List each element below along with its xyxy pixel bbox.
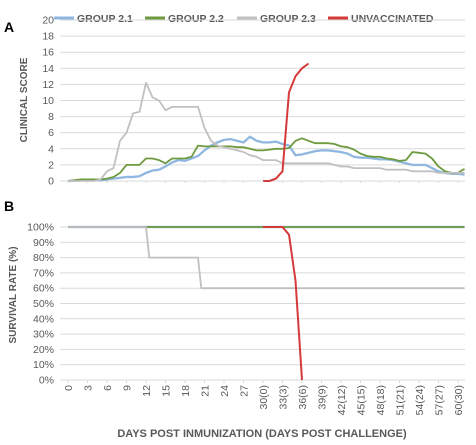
panel-b-line-unvaccinated — [263, 226, 303, 381]
panel-b-line-group_2_3 — [68, 226, 465, 290]
legend-group-2-1-label: GROUP 2.1 — [77, 13, 133, 25]
panel-a-line-group_2_1 — [67, 135, 465, 182]
panel-b-xtick-label: 30(0) — [258, 385, 270, 410]
x-axis-title: DAYS POST INMUNIZATION (DAYS POST CHALLE… — [117, 428, 407, 440]
panel-b-xtick-label: 60(30) — [453, 385, 465, 415]
panel-a-ytick-label: 2 — [48, 159, 54, 171]
panel-a-line-group_2_2 — [67, 137, 465, 182]
panel-a-ytick-label: 18 — [42, 31, 54, 43]
panel-a-ylabel: CLINICAL SCORE — [19, 57, 30, 142]
panel-b-ytick-label: 50% — [33, 298, 54, 310]
panel-a-plot — [67, 62, 465, 183]
panel-a-line-group_2_3 — [68, 81, 465, 182]
panel-a-ytick-label: 10 — [42, 95, 54, 107]
panel-a-line-group_2_1-shadow — [67, 135, 465, 183]
panel-b-xtick-label: 33(3) — [278, 385, 290, 410]
panel-b-xtick-label: 9 — [122, 385, 134, 391]
legend-group-2-3-label: GROUP 2.3 — [260, 13, 316, 25]
panel-a-ytick-label: 6 — [48, 127, 54, 139]
panel-b-ytick-label: 10% — [33, 359, 54, 371]
panel-a-yticks: 0 2 4 6 8 10 12 14 16 18 20 — [42, 15, 54, 188]
panel-b-ytick-label: 100% — [27, 222, 54, 234]
panel-b-xtick-label: 42(12) — [336, 385, 348, 415]
panel-b-plot — [68, 225, 465, 381]
panel-b-ylabel: SURVIVAL RATE (%) — [8, 246, 19, 343]
panel-a-ytick-label: 14 — [42, 63, 54, 75]
panel-b-xtick-label: 39(9) — [317, 385, 329, 410]
panel-b-xtick-label: 12 — [141, 385, 153, 397]
panel-b-xtick-label: 0 — [63, 385, 75, 391]
panel-a-ytick-label: 0 — [48, 176, 54, 188]
panel-b-yticks: 0% 10% 20% 30% 40% 50% 60% 70% 80% 90% 100% — [27, 222, 54, 387]
panel-b-label: B — [4, 198, 14, 214]
panel-b-xtick-label: 21 — [200, 385, 212, 397]
panel-b-xtick-label: 57(27) — [434, 385, 446, 415]
panel-a-ytick-label: 12 — [42, 79, 54, 91]
panel-b-xtick-label: 27 — [239, 385, 251, 397]
panel-b-xtick-label: 54(24) — [414, 385, 426, 415]
legend-unvaccinated-label: UNVACCINATED — [351, 13, 434, 25]
panel-a-line-unvaccinated — [263, 62, 310, 182]
panel-a-xticks — [67, 181, 459, 183]
panel-b-xtick-label: 45(15) — [356, 385, 368, 415]
panel-a-legend: GROUP 2.1 GROUP 2.2 GROUP 2.3 UNVACCINAT… — [54, 13, 434, 25]
panel-b-xtick-label: 51(21) — [395, 385, 407, 415]
panel-b-ytick-label: 20% — [33, 344, 54, 356]
panel-b-xtick-label: 36(6) — [297, 385, 309, 410]
panel-a-ytick-label: 8 — [48, 111, 54, 123]
panel-b-xticks: 0 3 6 9 12 15 18 21 24 27 30(0) 33(3) 36(6) 39(9) 42(1… — [63, 380, 465, 415]
panel-b-xtick-label: 15 — [161, 385, 173, 397]
panel-b-ytick-label: 30% — [33, 329, 54, 341]
panel-b-xtick-label: 18 — [180, 385, 192, 397]
panel-b-xtick-label: 24 — [219, 385, 231, 397]
panel-b-ytick-label: 70% — [33, 267, 54, 279]
panel-b-xtick-label: 6 — [102, 385, 114, 391]
panel-a-ytick-label: 16 — [42, 47, 54, 59]
legend-group-2-2-label: GROUP 2.2 — [168, 13, 224, 25]
panel-b-ytick-label: 90% — [33, 237, 54, 249]
panel-a-grid — [60, 19, 465, 182]
panel-b-xtick-label: 48(18) — [375, 385, 387, 415]
panel-a-ytick-label: 20 — [42, 15, 54, 27]
panel-a-label: A — [4, 19, 14, 35]
panel-a-ytick-label: 4 — [48, 143, 54, 155]
panel-b-ytick-label: 80% — [33, 252, 54, 264]
panel-b-grid — [60, 226, 465, 381]
panel-b-xtick-label: 3 — [83, 385, 95, 391]
panel-b-ytick-label: 0% — [39, 375, 54, 387]
panel-b-ytick-label: 60% — [33, 283, 54, 295]
panel-b-ytick-label: 40% — [33, 313, 54, 325]
